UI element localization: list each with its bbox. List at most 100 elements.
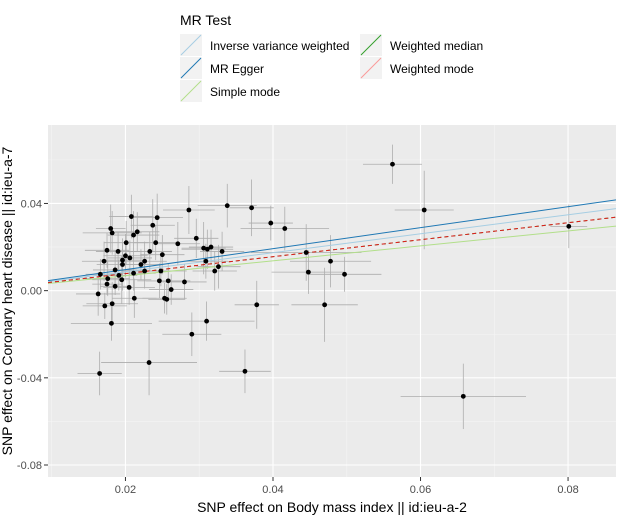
- y-axis: -0.08 -0.04 0.00 0.04: [17, 198, 48, 472]
- snp-point: [305, 269, 311, 275]
- snp-points: [95, 161, 572, 399]
- snp-point: [219, 249, 225, 254]
- snp-point: [119, 277, 125, 283]
- snp-point: [182, 279, 187, 285]
- snp-point: [104, 281, 110, 287]
- snp-point: [150, 222, 156, 228]
- snp-point: [203, 258, 209, 264]
- y-tick-label: 0.04: [21, 198, 42, 210]
- snp-point: [158, 268, 164, 274]
- snp-point: [390, 161, 395, 167]
- snp-point: [126, 284, 132, 290]
- snp-point: [303, 250, 309, 255]
- legend-key-line: [360, 57, 382, 79]
- legend-key-line: [360, 34, 382, 56]
- snp-point: [116, 272, 122, 278]
- legend-entry-simple: Simple mode: [180, 80, 280, 102]
- snp-point: [115, 249, 121, 254]
- snp-point: [95, 291, 101, 297]
- fit-line-inverse-variance-weighted: [48, 208, 616, 283]
- fit-line-mr-egger: [48, 199, 616, 282]
- y-tick-label: -0.04: [17, 373, 42, 385]
- snp-point: [224, 203, 230, 209]
- snp-point: [193, 235, 199, 241]
- snp-point: [123, 240, 129, 246]
- snp-point: [208, 244, 214, 250]
- legend-label: Weighted mode: [390, 62, 474, 76]
- legend-key-line: [180, 34, 202, 56]
- snp-point: [108, 226, 114, 231]
- snp-point: [142, 268, 148, 274]
- snp-point: [109, 320, 114, 326]
- snp-point: [104, 247, 110, 253]
- snp-point: [123, 253, 128, 259]
- y-axis-title: SNP effect on Coronary heart disease || …: [0, 146, 15, 455]
- legend-entry-median: Weighted median: [360, 34, 483, 56]
- x-tick-label: 0.02: [115, 484, 136, 496]
- fit-line-simple-mode: [48, 225, 616, 285]
- x-axis-title: SNP effect on Body mass index || id:ieu-…: [197, 499, 467, 515]
- snp-point: [131, 270, 136, 276]
- snp-point: [254, 302, 260, 308]
- x-tick-label: 0.08: [557, 484, 578, 496]
- fit-line-weighted-mode: [48, 216, 616, 284]
- snp-point: [146, 360, 152, 365]
- snp-point: [159, 252, 165, 258]
- snp-point: [268, 220, 274, 226]
- legend-label: Weighted median: [390, 39, 483, 53]
- snp-point: [460, 393, 466, 399]
- snp-point: [165, 278, 171, 284]
- snp-point: [168, 287, 174, 292]
- plot-panel: [48, 125, 616, 477]
- snp-point: [566, 223, 572, 229]
- grid-major: [48, 125, 616, 477]
- y-tick-label: 0.00: [21, 286, 42, 298]
- snp-point: [147, 249, 153, 254]
- snp-point: [328, 258, 333, 264]
- x-axis: 0.02 0.04 0.06 0.08: [115, 477, 579, 496]
- snp-point: [201, 245, 207, 251]
- legend-label: Simple mode: [210, 85, 280, 99]
- legend: MR Test Inverse variance weighted MR Egge…: [180, 12, 483, 102]
- snp-point: [342, 271, 347, 277]
- grid-minor: [48, 125, 616, 477]
- snp-point: [175, 241, 181, 247]
- snp-point: [156, 278, 162, 284]
- snp-point: [282, 226, 288, 231]
- snp-point: [142, 258, 148, 264]
- regression-lines: [48, 199, 616, 285]
- snp-point: [120, 262, 125, 267]
- snp-point: [186, 207, 192, 213]
- snp-point: [138, 262, 144, 267]
- snp-point: [102, 303, 108, 309]
- snp-point: [153, 240, 159, 246]
- snp-point: [134, 229, 140, 235]
- snp-point: [97, 271, 103, 277]
- legend-label: MR Egger: [210, 62, 264, 76]
- snp-point: [154, 215, 160, 221]
- legend-title: MR Test: [180, 12, 231, 28]
- legend-label: Inverse variance weighted: [210, 39, 349, 53]
- legend-entry-wmode: Weighted mode: [360, 57, 474, 79]
- snp-point: [131, 232, 136, 238]
- legend-key-line: [180, 57, 202, 79]
- snp-point: [242, 368, 248, 374]
- snp-point: [204, 246, 210, 252]
- snp-point: [131, 295, 137, 301]
- snp-point: [109, 301, 115, 307]
- snp-point: [128, 214, 134, 219]
- snp-point: [212, 268, 218, 274]
- snp-point: [189, 331, 195, 337]
- snp-point: [112, 283, 118, 289]
- snp-point: [101, 258, 107, 264]
- snp-point: [112, 267, 118, 273]
- snp-point: [105, 276, 111, 282]
- y-tick-label: -0.08: [17, 460, 42, 472]
- snp-point: [127, 255, 133, 261]
- snp-point: [97, 371, 103, 376]
- x-tick-label: 0.04: [262, 484, 283, 496]
- snp-point: [421, 207, 427, 213]
- snp-point: [120, 257, 125, 263]
- snp-point: [216, 264, 221, 270]
